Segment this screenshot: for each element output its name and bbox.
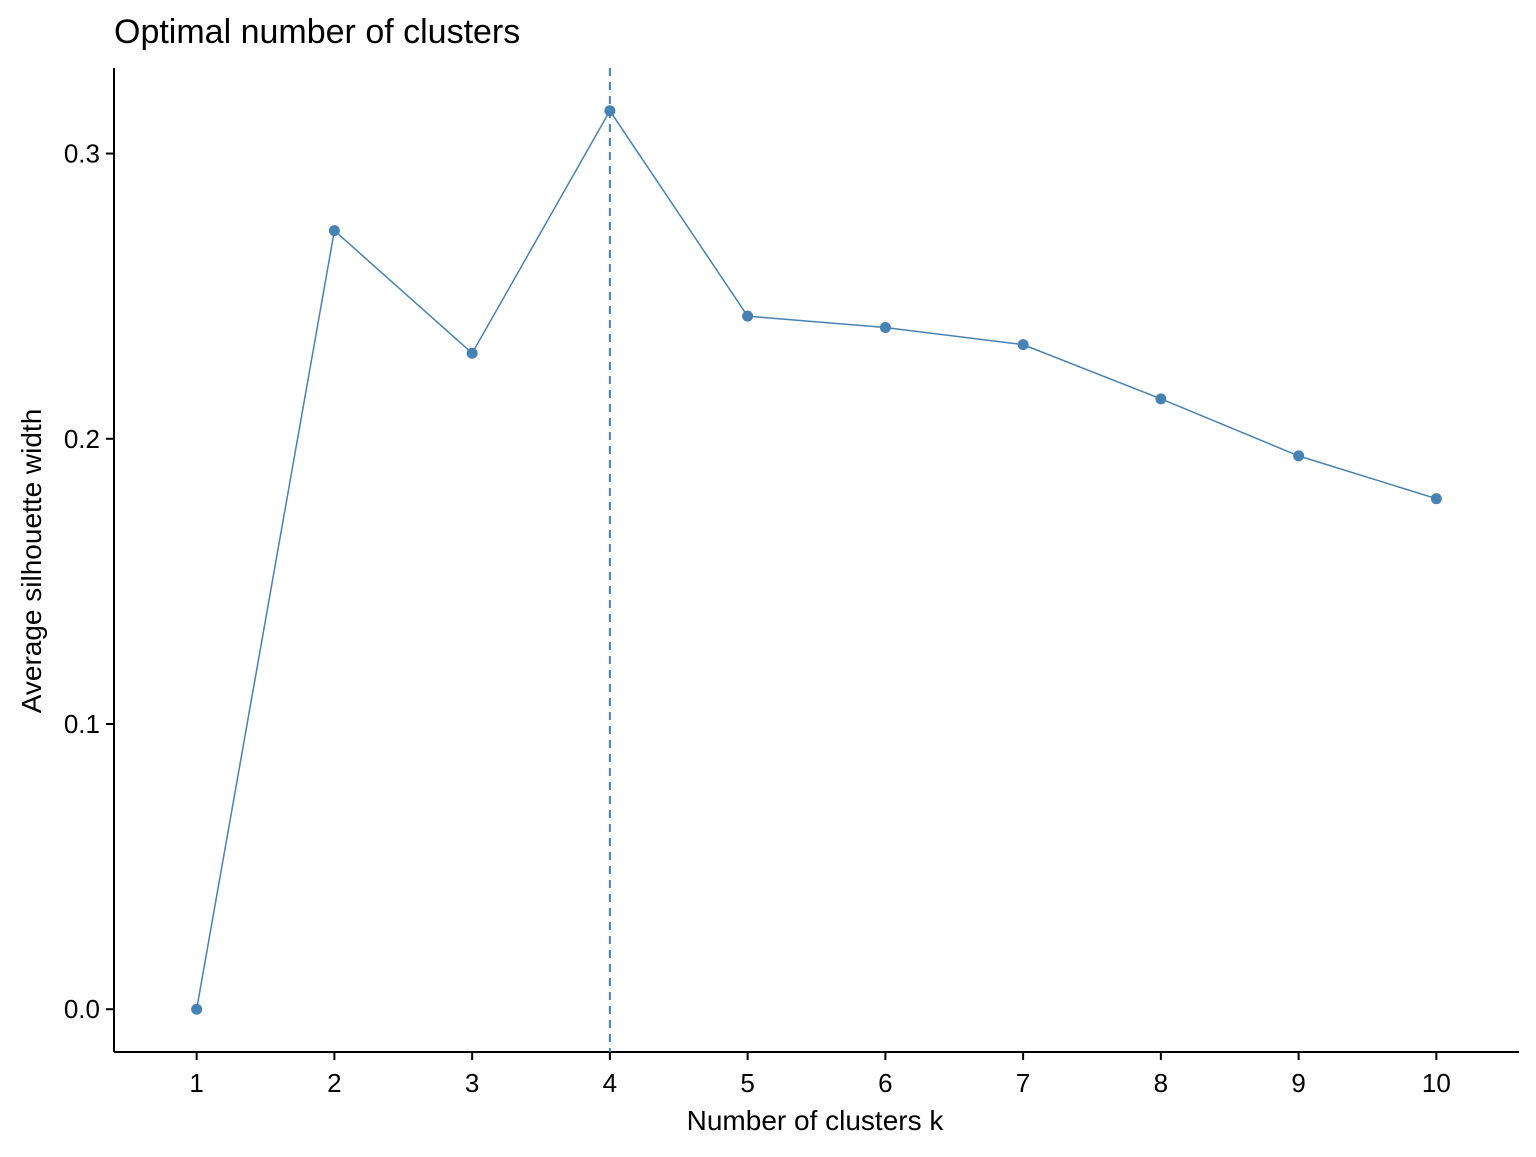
data-point	[466, 347, 478, 359]
chart-title: Optimal number of clusters	[114, 13, 520, 51]
y-tick-label: 0.2	[64, 424, 100, 454]
x-tick-label: 6	[878, 1068, 892, 1098]
data-point	[879, 322, 891, 334]
x-tick-label: 7	[1016, 1068, 1030, 1098]
x-tick-label: 10	[1422, 1068, 1451, 1098]
data-point	[604, 105, 616, 117]
x-tick-label: 1	[189, 1068, 203, 1098]
data-point	[1293, 450, 1305, 462]
y-axis-title: Average silhouette width	[16, 409, 47, 714]
data-point	[1017, 339, 1029, 351]
y-tick-label: 0.0	[64, 994, 100, 1024]
x-tick-label: 2	[327, 1068, 341, 1098]
x-tick-label: 5	[740, 1068, 754, 1098]
x-tick-label: 9	[1291, 1068, 1305, 1098]
data-point	[1430, 493, 1442, 505]
data-point	[742, 310, 754, 322]
data-point	[191, 1003, 203, 1015]
y-tick-label: 0.1	[64, 709, 100, 739]
x-tick-label: 8	[1154, 1068, 1168, 1098]
axes: 0.0 0.1 0.2 0.3 1 2 3 4 5 6 7 8 9 10	[64, 68, 1519, 1098]
data-point	[1155, 393, 1167, 405]
x-tick-label: 4	[603, 1068, 617, 1098]
data-marks	[191, 68, 1442, 1052]
y-tick-label: 0.3	[64, 139, 100, 169]
series-line	[195, 109, 1437, 1010]
x-axis-title: Number of clusters k	[687, 1105, 945, 1136]
x-tick-label: 3	[465, 1068, 479, 1098]
data-point	[328, 225, 340, 237]
